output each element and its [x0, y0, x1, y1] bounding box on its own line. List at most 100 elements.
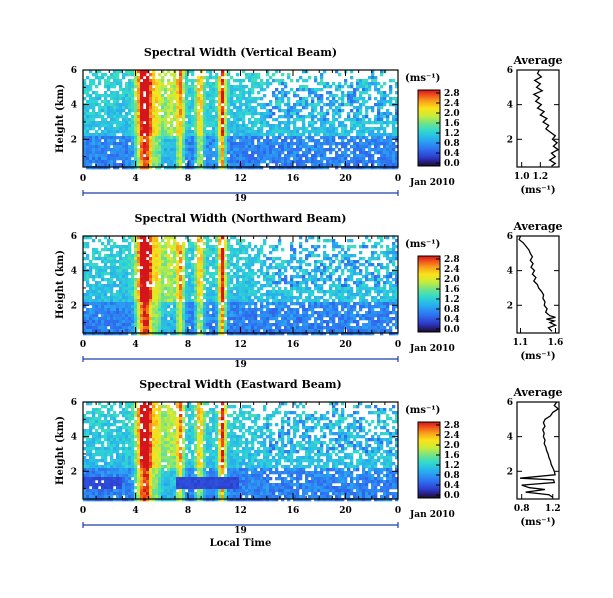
heatmap-cell [308, 88, 312, 92]
heatmap-cell [101, 94, 105, 98]
heatmap-cell [335, 329, 339, 333]
chart-title: Spectral Width (Vertical Beam) [144, 46, 337, 59]
heatmap-cell [83, 124, 87, 128]
heatmap-cell [182, 76, 186, 80]
heatmap-cell [203, 82, 207, 86]
heatmap-cell [305, 269, 309, 273]
heatmap-cell [161, 94, 165, 98]
heatmap-cell [395, 133, 399, 137]
heatmap-cell [218, 293, 222, 297]
heatmap-cell [125, 275, 129, 279]
heatmap-cell [122, 154, 126, 158]
heatmap-cell [119, 302, 123, 306]
heatmap-cell [281, 299, 285, 303]
heatmap-cell [314, 133, 318, 137]
heatmap-cell [239, 142, 243, 146]
heatmap-cell [176, 287, 180, 291]
heatmap-cell [95, 257, 99, 261]
heatmap-cell [311, 326, 315, 330]
heatmap-cell [131, 151, 135, 155]
heatmap-cell [92, 124, 96, 128]
heatmap-cell [113, 314, 117, 318]
heatmap-cell [203, 154, 207, 158]
heatmap-cell [149, 263, 153, 267]
heatmap-cell [215, 151, 219, 155]
heatmap-cell [146, 88, 150, 92]
heatmap-cell [164, 157, 168, 161]
heatmap-cell [317, 254, 321, 258]
heatmap-cell [239, 88, 243, 92]
heatmap-cell [290, 142, 294, 146]
heatmap-cell [287, 127, 291, 131]
heatmap-cell [353, 100, 357, 104]
heatmap-cell [92, 311, 96, 315]
heatmap-cell [308, 136, 312, 140]
heatmap-cell [128, 136, 132, 140]
heatmap-cell [191, 266, 195, 270]
heatmap-cell [164, 91, 168, 95]
heatmap-cell [332, 272, 336, 276]
heatmap-cell [302, 302, 306, 306]
heatmap-cell [314, 127, 318, 131]
heatmap-cell [302, 248, 306, 252]
heatmap-cell [194, 91, 198, 95]
heatmap-cell [110, 130, 114, 134]
heatmap-cell [296, 88, 300, 92]
heatmap-cell [260, 284, 264, 288]
heatmap-cell [158, 118, 162, 122]
heatmap-cell [116, 157, 120, 161]
heatmap-cell [269, 326, 273, 330]
heatmap-cell [158, 290, 162, 294]
heatmap-cell [239, 118, 243, 122]
heatmap-cell [170, 85, 174, 89]
heatmap-cell [215, 118, 219, 122]
heatmap-cell [146, 326, 150, 330]
heatmap-cell [242, 148, 246, 152]
heatmap-cell [263, 124, 267, 128]
heatmap-cell [161, 157, 165, 161]
heatmap-cell [212, 281, 216, 285]
heatmap-cell [143, 82, 147, 86]
heatmap-cell [203, 94, 207, 98]
heatmap-cell [335, 106, 339, 110]
heatmap-cell [215, 133, 219, 137]
heatmap-cell [167, 97, 171, 101]
heatmap-cell [113, 85, 117, 89]
heatmap-cell [86, 326, 90, 330]
heatmap-cell [176, 91, 180, 95]
heatmap-cell [362, 103, 366, 107]
heatmap-cell [323, 257, 327, 261]
heatmap-cell [98, 251, 102, 255]
heatmap-cell [104, 287, 108, 291]
heatmap-cell [371, 142, 375, 146]
heatmap-cell [176, 94, 180, 98]
heatmap-cell [380, 106, 384, 110]
heatmap-cell [362, 160, 366, 164]
heatmap-cell [158, 254, 162, 258]
heatmap-cell [149, 293, 153, 297]
heatmap-cell [236, 157, 240, 161]
heatmap-cell [107, 287, 111, 291]
heatmap-cell [260, 272, 264, 276]
heatmap-cell [233, 130, 237, 134]
heatmap-cell [221, 287, 225, 291]
heatmap-cell [188, 311, 192, 315]
heatmap-cell [317, 326, 321, 330]
heatmap-cell [83, 154, 87, 158]
heatmap-cell [269, 293, 273, 297]
heatmap-cell [140, 139, 144, 143]
heatmap-cell [248, 73, 252, 77]
heatmap-cell [266, 133, 270, 137]
heatmap-cell [290, 166, 294, 170]
northward-beam-panel: Spectral Width (Northward Beam)0 4 8 12 16 20… [55, 212, 563, 370]
heatmap-cell [110, 293, 114, 297]
heatmap-cell [314, 115, 318, 119]
heatmap-cell [248, 287, 252, 291]
heatmap-cell [92, 317, 96, 321]
heatmap-cell [101, 287, 105, 291]
heatmap-cell [104, 296, 108, 300]
heatmap-cell [191, 323, 195, 327]
heatmap-cell [248, 284, 252, 288]
heatmap-cell [257, 112, 261, 116]
heatmap-cell [221, 320, 225, 324]
